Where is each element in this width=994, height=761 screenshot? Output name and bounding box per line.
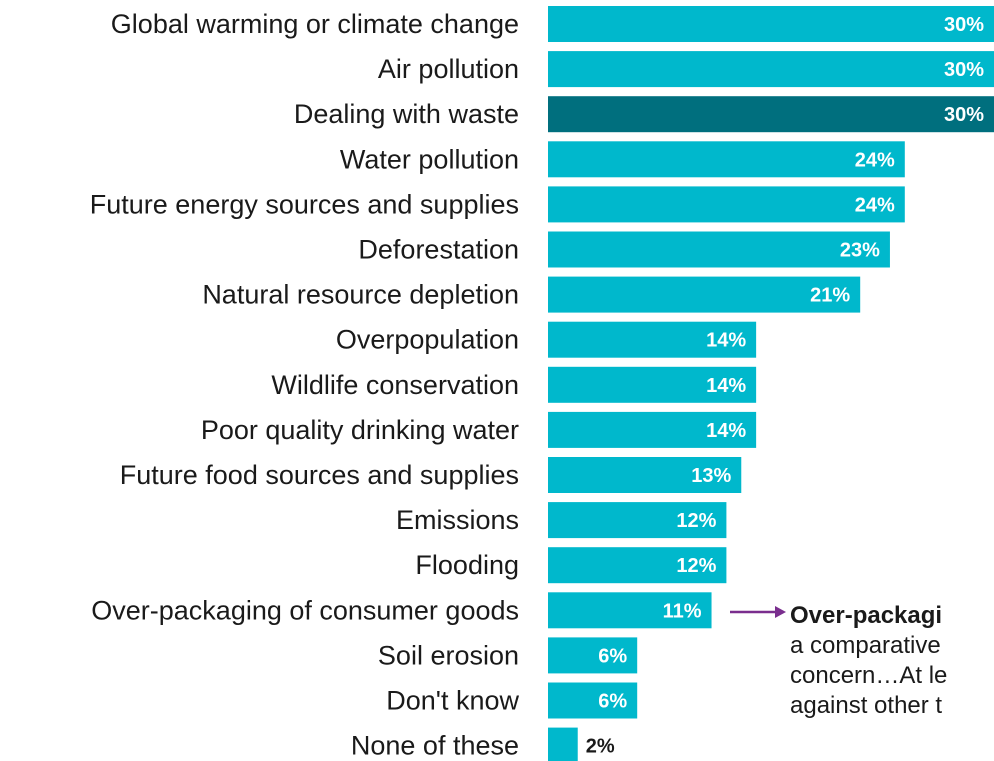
- bar: [548, 186, 905, 223]
- value-label: 11%: [663, 600, 702, 622]
- value-labels: 30% 30% 30% 24% 24% 23% 21% 14% 14% 14% 13% 12% 12% 1…: [586, 14, 984, 758]
- bar: [548, 96, 994, 133]
- category-label: Over-packaging of consumer goods: [91, 595, 519, 625]
- category-label: Air pollution: [378, 54, 519, 84]
- category-label: Future food sources and supplies: [120, 460, 519, 490]
- callout-line-3: concern…At le: [790, 662, 948, 689]
- category-label: Deforestation: [358, 235, 519, 265]
- value-label: 14%: [706, 330, 746, 352]
- category-label: Flooding: [415, 550, 519, 580]
- callout-line-2: a comparative: [790, 632, 941, 659]
- callout-text: Over-packagi a comparative concern…At le…: [790, 601, 994, 761]
- value-label: 30%: [944, 14, 984, 36]
- value-label: 30%: [944, 59, 984, 81]
- category-label: Global warming or climate change: [111, 9, 519, 39]
- category-labels: Global warming or climate change Air poll…: [90, 9, 520, 761]
- bar: [548, 231, 890, 268]
- value-label: 14%: [706, 420, 746, 442]
- bar: [548, 51, 994, 88]
- bar: [548, 141, 905, 178]
- value-label: 24%: [855, 149, 895, 171]
- category-label: Future energy sources and supplies: [90, 189, 519, 219]
- category-label: None of these: [351, 731, 519, 761]
- value-label: 13%: [691, 465, 731, 487]
- category-label: Natural resource depletion: [202, 280, 519, 310]
- category-label: Water pollution: [340, 144, 519, 174]
- value-label: 30%: [944, 104, 984, 126]
- bar: [548, 637, 638, 674]
- bar: [548, 276, 861, 313]
- callout-line-1: Over-packagi: [790, 602, 943, 629]
- bar: [548, 547, 727, 584]
- value-label: 12%: [676, 555, 716, 577]
- value-label: 14%: [706, 375, 746, 397]
- category-label: Soil erosion: [378, 640, 519, 670]
- value-label: 6%: [598, 645, 627, 667]
- bar: [548, 457, 742, 493]
- value-label: 2%: [586, 736, 615, 758]
- category-label: Dealing with waste: [294, 99, 519, 129]
- callout-arrow-head: [775, 606, 786, 618]
- callout-line-4: against other t: [790, 692, 943, 719]
- category-label: Don't know: [386, 686, 519, 716]
- value-label: 24%: [855, 194, 895, 216]
- value-label: 21%: [810, 285, 850, 307]
- bar: [548, 727, 578, 761]
- category-label: Emissions: [396, 505, 519, 535]
- bar: [548, 6, 994, 42]
- bars: [548, 6, 994, 761]
- bar: [548, 682, 638, 719]
- category-label: Wildlife conservation: [271, 370, 519, 400]
- callout-arrow: [730, 606, 786, 618]
- value-label: 6%: [598, 691, 627, 713]
- category-label: Poor quality drinking water: [201, 415, 519, 445]
- bar: [548, 502, 727, 539]
- category-label: Overpopulation: [336, 325, 519, 355]
- value-label: 12%: [676, 510, 716, 532]
- bar: [548, 321, 757, 358]
- bar: [548, 411, 757, 448]
- value-label: 23%: [840, 240, 880, 262]
- bar: [548, 366, 757, 403]
- bar: [548, 592, 712, 629]
